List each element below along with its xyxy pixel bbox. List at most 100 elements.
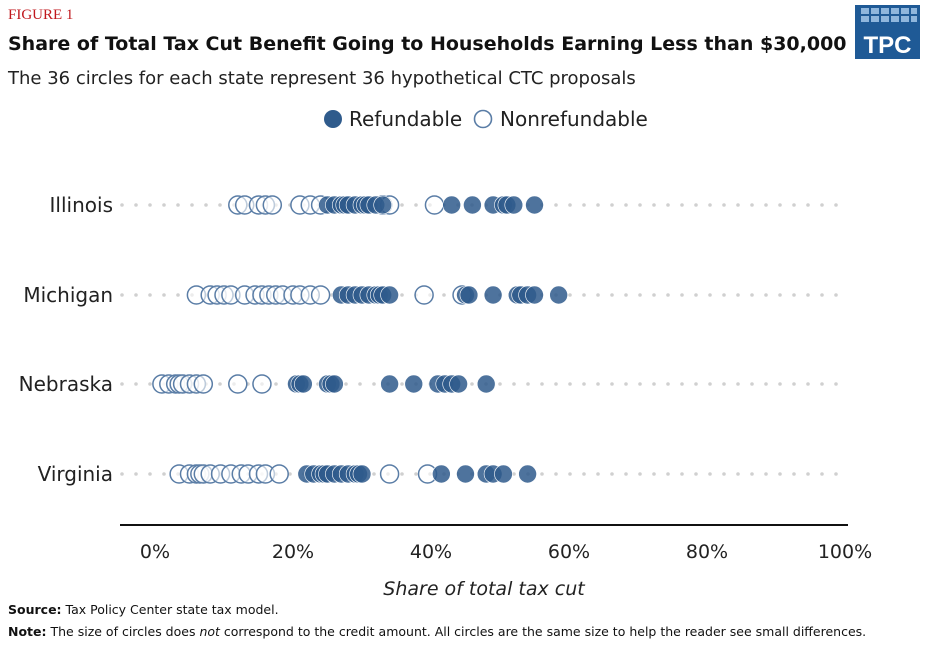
track-dot (568, 293, 572, 297)
point-refundable-michigan (525, 285, 544, 305)
track-dot (596, 382, 600, 386)
note-text-emphasis: not (199, 624, 220, 639)
track-dot (610, 293, 614, 297)
track-dot (274, 382, 278, 386)
point-refundable-michigan (380, 285, 399, 305)
track-dot (204, 203, 208, 207)
track-dot (148, 382, 152, 386)
point-nonrefundable-nebraska (228, 374, 248, 394)
track-dot (652, 472, 656, 476)
track-dot (722, 293, 726, 297)
track-dot (610, 472, 614, 476)
track-dot (624, 203, 628, 207)
track-dot (820, 472, 824, 476)
track-dot (694, 472, 698, 476)
track-dot (624, 472, 628, 476)
track-dot (400, 472, 404, 476)
track-dot (806, 382, 810, 386)
track-dot (218, 382, 222, 386)
track-dot (708, 382, 712, 386)
track-dot (820, 293, 824, 297)
track-dot (120, 203, 124, 207)
track-dot (568, 203, 572, 207)
chart-title: Share of Total Tax Cut Benefit Going to … (8, 33, 847, 55)
track-dot (750, 382, 754, 386)
track-dot (666, 382, 670, 386)
logo-text: TPC (864, 32, 912, 59)
logo-grid-icon (861, 8, 917, 22)
track-dot (414, 472, 418, 476)
legend-refundable-label: Refundable (349, 107, 462, 131)
dot-plot-chart: Refundable Nonrefundable Illinois Michigan… (19, 107, 873, 600)
track-dot (120, 382, 124, 386)
x-tick-label: 80% (686, 541, 728, 563)
dot-tracks (120, 203, 838, 476)
point-nonrefundable-virginia (379, 464, 400, 484)
source-label: Source: (8, 602, 62, 617)
track-dot (806, 203, 810, 207)
point-nonrefundable-illinois (424, 195, 445, 215)
point-refundable-virginia (432, 464, 451, 484)
track-dot (288, 472, 292, 476)
y-label-virginia: Virginia (38, 462, 113, 486)
track-dot (722, 382, 726, 386)
track-dot (820, 382, 824, 386)
track-dot (778, 382, 782, 386)
track-dot (582, 382, 586, 386)
x-axis-ticks: 0% 20% 40% 60% 80% 100% (140, 541, 872, 563)
point-refundable-michigan (483, 285, 503, 305)
track-dot (666, 203, 670, 207)
tpc-logo: TPC (855, 5, 920, 59)
track-dot (708, 472, 712, 476)
point-refundable-michigan (549, 285, 568, 305)
track-dot (554, 472, 558, 476)
point-refundable-virginia (518, 464, 537, 484)
point-nonrefundable-virginia (269, 464, 289, 484)
track-dot (792, 382, 796, 386)
source-text: Tax Policy Center state tax model. (61, 602, 279, 617)
y-label-illinois: Illinois (50, 193, 113, 217)
track-dot (750, 293, 754, 297)
point-refundable-nebraska (380, 374, 399, 394)
track-dot (190, 203, 194, 207)
track-dot (820, 203, 824, 207)
track-dot (134, 382, 138, 386)
track-dot (120, 293, 124, 297)
y-label-michigan: Michigan (23, 283, 113, 307)
track-dot (400, 382, 404, 386)
point-refundable-nebraska (325, 374, 344, 394)
track-dot (666, 293, 670, 297)
track-dot (120, 472, 124, 476)
track-dot (176, 203, 180, 207)
point-refundable-michigan (459, 285, 479, 305)
track-dot (792, 472, 796, 476)
x-tick-label: 100% (818, 541, 872, 563)
track-dot (512, 382, 516, 386)
track-dot (540, 382, 544, 386)
track-dot (540, 472, 544, 476)
point-refundable-nebraska (294, 374, 313, 394)
track-dot (806, 472, 810, 476)
note-text-after: correspond to the credit amount. All cir… (219, 624, 867, 639)
track-dot (176, 293, 180, 297)
track-dot (148, 472, 152, 476)
track-dot (610, 382, 614, 386)
track-dot (764, 293, 768, 297)
y-label-nebraska: Nebraska (19, 372, 113, 396)
point-refundable-virginia (352, 464, 372, 484)
note-text-before: The size of circles does (46, 624, 200, 639)
point-nonrefundable-michigan (414, 285, 434, 305)
track-dot (680, 203, 684, 207)
track-dot (806, 293, 810, 297)
legend-refundable-marker (324, 110, 342, 128)
track-dot (708, 293, 712, 297)
track-dot (764, 203, 768, 207)
track-dot (834, 203, 838, 207)
track-dot (582, 203, 586, 207)
track-dot (764, 382, 768, 386)
track-dot (596, 293, 600, 297)
track-dot (694, 382, 698, 386)
track-dot (414, 203, 418, 207)
track-dot (568, 382, 572, 386)
track-dot (652, 382, 656, 386)
